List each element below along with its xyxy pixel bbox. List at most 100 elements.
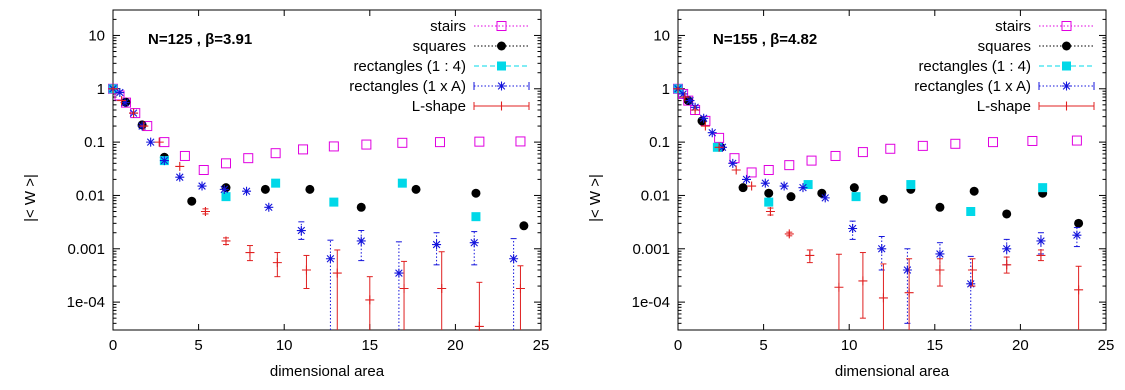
data-point: [935, 249, 945, 259]
y-tick-label: 0.01: [641, 187, 670, 204]
data-point: [817, 188, 827, 198]
legend-marker: [497, 101, 506, 111]
data-point: [361, 139, 372, 150]
data-point: [474, 321, 484, 331]
data-point: [220, 158, 231, 169]
data-point: [356, 236, 366, 246]
data-point: [784, 229, 794, 239]
y-tick-label: 0.1: [84, 134, 105, 151]
x-tick-label: 25: [1098, 337, 1115, 354]
data-point: [432, 240, 442, 250]
data-point: [685, 96, 695, 106]
data-point: [242, 186, 252, 196]
x-tick-label: 15: [361, 337, 378, 354]
y-tick-label: 0.001: [67, 241, 105, 258]
data-point: [803, 180, 813, 190]
data-point: [966, 279, 976, 289]
data-point: [175, 161, 185, 171]
data-point: [1036, 250, 1046, 260]
legend-marker: [497, 61, 506, 71]
chart-panel-right: 0 5 10 15 20 25 10 1 0.1 0.01 0.001 1e-04 dimensiona…: [587, 9, 1115, 380]
data-point: [878, 293, 888, 303]
data-point: [471, 212, 481, 222]
legend-marker: [1062, 41, 1071, 51]
legend-label: rectangles (1 x A): [349, 78, 466, 95]
plot-frame: [677, 9, 1107, 331]
data-point: [120, 98, 130, 108]
y-tick-label: 10: [88, 27, 105, 44]
data-point: [764, 197, 774, 207]
x-tick-label: 15: [926, 337, 943, 354]
data-point: [301, 265, 311, 275]
data-point: [296, 226, 306, 236]
y-tick-label: 0.001: [632, 241, 670, 258]
data-point: [115, 88, 125, 98]
data-point: [1074, 285, 1084, 295]
x-tick-label: 20: [1012, 337, 1029, 354]
data-point: [707, 128, 717, 138]
data-point: [474, 136, 485, 147]
data-point: [399, 283, 409, 293]
data-point: [397, 137, 408, 148]
data-point: [763, 165, 774, 175]
legend-marker: [1061, 21, 1072, 31]
data-point: [784, 160, 795, 171]
data-point: [680, 92, 690, 102]
legend-marker: [497, 81, 506, 91]
series-rectangles-1-x-a-: [108, 84, 519, 330]
legend-label: rectangles (1 : 4): [353, 58, 466, 75]
y-tick-label: 0.1: [649, 134, 670, 151]
data-point: [1002, 244, 1012, 254]
data-point: [139, 121, 149, 131]
data-point: [264, 202, 274, 212]
x-tick-label: 0: [674, 337, 682, 354]
data-point: [328, 141, 339, 152]
data-point: [365, 295, 375, 305]
data-point: [394, 268, 404, 278]
data-point: [1072, 230, 1082, 240]
y-tick-label: 10: [653, 27, 670, 44]
data-point: [741, 174, 751, 184]
chart-panel-left: 0 5 10 15 20 25 10 1 0.1 0.01 0.001 1e-04 dimensiona…: [22, 9, 550, 380]
data-point: [437, 283, 447, 293]
data-point: [175, 172, 185, 182]
data-point: [714, 132, 725, 143]
legend-marker: [1062, 81, 1071, 91]
data-point: [515, 136, 526, 147]
data-point: [902, 265, 912, 275]
data-point: [950, 138, 961, 149]
data-point: [738, 183, 748, 193]
data-point: [245, 248, 255, 258]
legend-marker: [496, 21, 507, 31]
data-point: [1038, 183, 1048, 193]
x-tick-label: 25: [533, 337, 550, 354]
data-point: [305, 184, 315, 194]
data-point: [1027, 135, 1038, 146]
data-point: [509, 254, 519, 264]
data-point: [271, 178, 281, 188]
legend-marker: [1062, 101, 1071, 111]
data-point: [243, 153, 254, 164]
legend-label: stairs: [995, 18, 1031, 35]
data-point: [159, 156, 169, 166]
legend-label: L-shape: [412, 98, 466, 115]
data-point: [108, 84, 118, 94]
data-point: [969, 186, 979, 196]
data-point: [469, 238, 479, 248]
data-point: [397, 178, 407, 188]
data-point: [877, 244, 887, 254]
data-point: [857, 147, 868, 158]
data-point: [179, 150, 190, 161]
data-point: [779, 181, 789, 191]
data-point: [1002, 209, 1012, 219]
series-l-shape: [673, 84, 1084, 330]
data-point: [332, 268, 342, 278]
x-axis-label: dimensional area: [835, 363, 950, 380]
series-rectangles-1-x-a-: [673, 84, 1082, 330]
data-point: [806, 155, 817, 166]
y-axis-label: |< W >|: [22, 174, 39, 222]
legend-marker: [497, 41, 506, 51]
data-point: [117, 96, 127, 106]
x-tick-label: 20: [447, 337, 464, 354]
